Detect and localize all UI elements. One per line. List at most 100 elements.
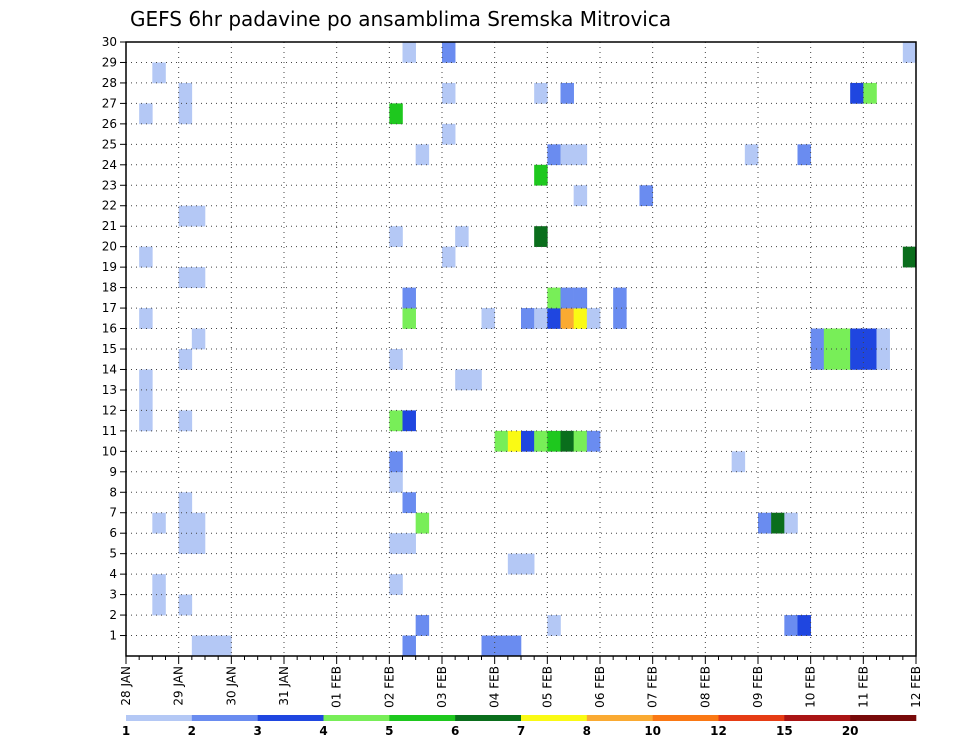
y-tick-label: 1 [109, 629, 117, 643]
precip-cell [389, 349, 403, 370]
colorbar-segment [784, 715, 851, 721]
precip-cell [415, 615, 430, 636]
y-tick-label: 30 [102, 35, 117, 49]
x-tick-label: 01 FEB [330, 666, 344, 708]
precip-cell [494, 635, 509, 657]
precip-cell [547, 144, 561, 166]
colorbar-label: 5 [385, 724, 393, 738]
precip-cell [534, 82, 548, 104]
precip-cell [810, 328, 825, 350]
precip-cell [837, 328, 851, 350]
y-tick-label: 10 [102, 444, 117, 458]
precip-cell [837, 349, 851, 370]
colorbar-segment [652, 715, 719, 721]
y-tick-label: 25 [102, 137, 117, 151]
precip-cell [521, 553, 535, 575]
colorbar-label: 4 [319, 724, 327, 738]
precip-cell [402, 287, 416, 309]
precip-cell [191, 205, 206, 227]
precip-cell [784, 512, 798, 534]
precip-cell [389, 103, 403, 125]
y-tick-label: 12 [102, 403, 117, 417]
colorbar-label: 6 [451, 724, 459, 738]
precip-cell [139, 389, 153, 411]
y-tick-label: 7 [109, 506, 117, 520]
precip-cell [139, 246, 153, 268]
precip-cell [823, 349, 838, 370]
y-tick-label: 16 [102, 322, 117, 336]
precip-cell [178, 410, 193, 432]
x-tick-label: 29 JAN [172, 666, 186, 706]
precip-cell [415, 512, 430, 534]
colorbar-label: 20 [842, 724, 859, 738]
precip-cell [191, 267, 206, 288]
precip-cell [797, 144, 811, 166]
colorbar-segment [586, 715, 653, 721]
precip-cell [139, 103, 153, 125]
precip-cell [560, 308, 574, 329]
y-tick-label: 3 [109, 588, 117, 602]
precip-cell [205, 635, 219, 657]
precip-cell [507, 430, 522, 452]
precip-cell [810, 349, 825, 370]
precip-cell [178, 205, 193, 227]
precip-cell [178, 533, 193, 554]
precip-cell [442, 123, 456, 145]
precip-cell [863, 349, 877, 370]
x-tick-label: 31 JAN [277, 666, 291, 706]
precip-cell [586, 308, 601, 329]
colorbar-label: 7 [517, 724, 525, 738]
precip-cell [402, 635, 416, 657]
precip-cell [178, 103, 193, 125]
precip-cell [573, 430, 588, 452]
precip-cell [573, 144, 588, 166]
precip-cell [191, 533, 206, 554]
y-tick-label: 14 [102, 362, 117, 376]
x-tick-label: 07 FEB [646, 666, 660, 708]
precip-cell [823, 328, 838, 350]
y-tick-label: 20 [102, 240, 117, 254]
precip-cell [178, 492, 193, 514]
precip-cell [152, 62, 166, 84]
precip-cell [586, 430, 601, 452]
precip-cell [494, 430, 509, 452]
precip-cell [534, 226, 548, 247]
colorbar-segment [850, 715, 917, 721]
colorbar-segment [323, 715, 390, 721]
precip-cell [560, 287, 574, 309]
precip-cell [731, 451, 746, 473]
precip-cell [152, 594, 166, 616]
precip-cell [402, 42, 416, 63]
precip-cell [547, 430, 561, 452]
precip-cell [639, 185, 653, 207]
precip-cell [415, 144, 430, 166]
precip-cell [534, 308, 548, 329]
precip-cell [613, 308, 627, 329]
precip-cell [191, 328, 206, 350]
precip-cell [573, 308, 588, 329]
precip-cell [442, 82, 456, 104]
y-tick-label: 27 [102, 96, 117, 110]
y-tick-label: 23 [102, 178, 117, 192]
precip-cell [402, 533, 416, 554]
x-tick-label: 05 FEB [540, 666, 554, 708]
precip-cell [389, 533, 403, 554]
precip-cell [442, 246, 456, 268]
precip-cell [455, 369, 469, 391]
precip-cell [863, 82, 877, 104]
y-tick-label: 22 [102, 199, 117, 213]
precip-cell [863, 328, 877, 350]
precip-cell [613, 287, 627, 309]
precip-cell [389, 410, 403, 432]
y-tick-label: 26 [102, 117, 117, 131]
precip-cell [152, 512, 166, 534]
precip-cell [389, 471, 403, 493]
y-tick-label: 6 [109, 526, 117, 540]
precip-cell [560, 144, 574, 166]
precip-cell [389, 226, 403, 247]
colorbar-segment [455, 715, 522, 721]
colorbar-segment [257, 715, 324, 721]
y-tick-label: 5 [109, 547, 117, 561]
y-tick-label: 18 [102, 281, 117, 295]
